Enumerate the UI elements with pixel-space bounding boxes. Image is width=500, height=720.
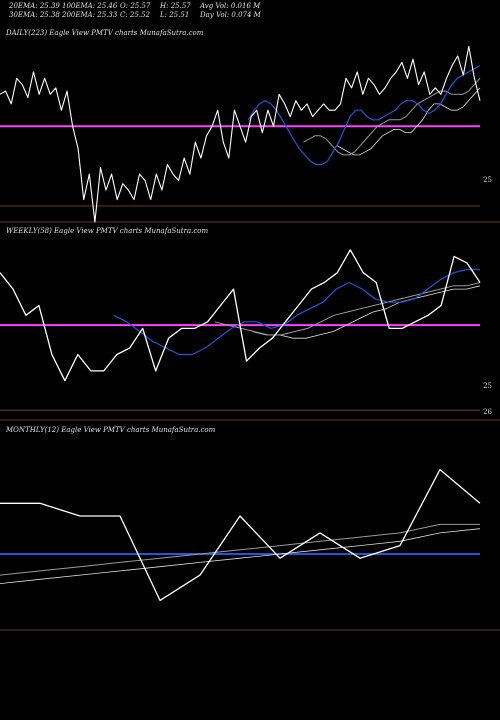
weekly-ema-line-2: [214, 282, 481, 336]
ema100-label: 100EMA: 25.46: [62, 2, 118, 10]
daily-ema-line-2: [303, 77, 481, 156]
weekly-tick-label-high: 26: [483, 408, 492, 416]
daily-ema-line-1: [247, 64, 481, 166]
weekly-ema-line-1: [113, 268, 480, 356]
daily-price-line: [0, 45, 481, 223]
open-label: O: 25.57: [120, 2, 151, 10]
daily-ema-line-3: [336, 87, 481, 156]
ema20-label: 20EMA: 25.39: [9, 2, 60, 10]
daily-tick-label: 25: [483, 176, 492, 184]
monthly-chart-title: MONTHLY(12) Eagle View PMTV charts Munaf…: [6, 426, 216, 434]
monthly-price-line: [0, 468, 481, 602]
weekly-ema-line-3: [252, 285, 481, 339]
monthly-ema-line-2: [0, 528, 481, 584]
day-vol-label: Day Vol: 0.074 M: [200, 11, 261, 19]
high-label: H: 25.57: [160, 2, 191, 10]
weekly-price-line: [0, 249, 481, 382]
avg-vol-label: Avg Vol: 0.016 M: [200, 2, 261, 10]
weekly-chart-title: WEEKLY(58) Eagle View PMTV charts Munafa…: [6, 227, 209, 235]
close-label: C: 25.52: [120, 11, 150, 19]
ema30-label: 30EMA: 25.38: [9, 11, 60, 19]
low-label: L: 25.51: [160, 11, 190, 19]
weekly-tick-label-low: 25: [483, 382, 492, 390]
monthly-ema-line-1: [0, 523, 480, 576]
ema200-label: 200EMA: 25.33: [62, 11, 118, 19]
daily-chart-title: DAILY(223) Eagle View PMTV charts Munafa…: [6, 29, 204, 37]
